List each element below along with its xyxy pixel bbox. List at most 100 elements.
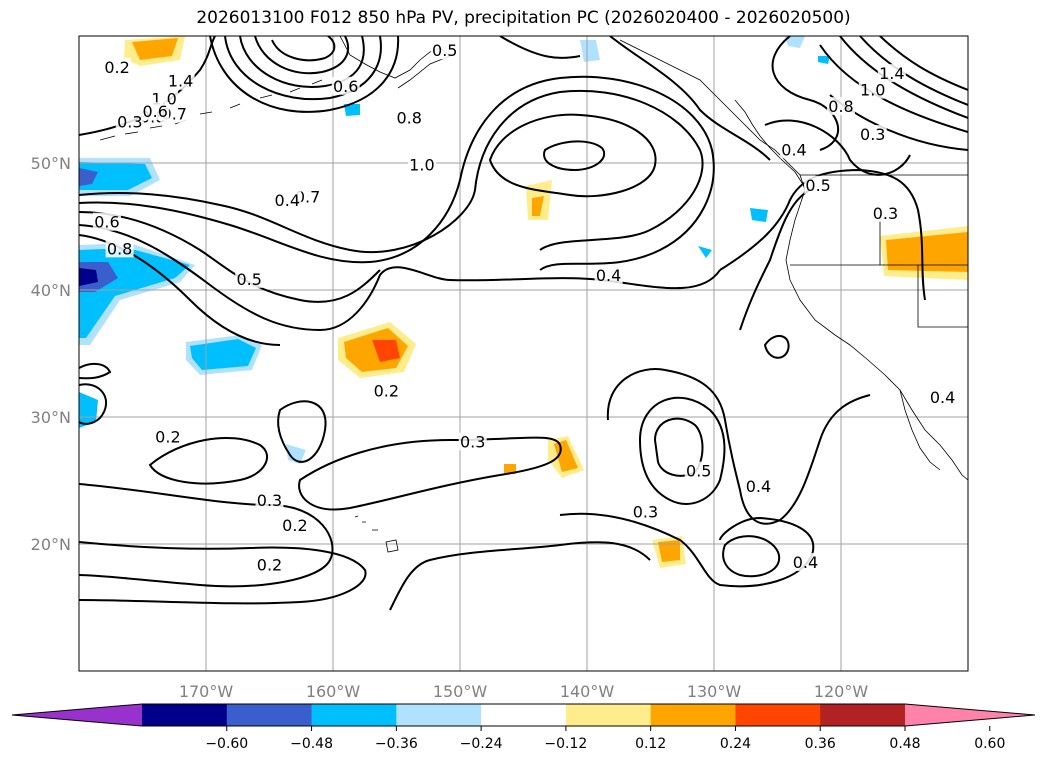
contour-label-backdrop [871, 203, 900, 222]
contour-label-backdrop [166, 71, 195, 90]
pv-contour [653, 417, 704, 477]
contour-label-backdrop [141, 102, 170, 121]
contour-label: 0.2 [257, 556, 282, 575]
colorbar-segment [481, 704, 567, 726]
contour-label-backdrop [331, 76, 360, 95]
pv-contour [148, 436, 269, 485]
contour-label-backdrop [273, 191, 302, 210]
pv-contour [239, 36, 365, 88]
contour-label: 0.6 [333, 77, 358, 96]
colorbar-tick-label: −0.36 [375, 736, 418, 752]
colorbar-tick-label: 0.12 [635, 736, 666, 752]
pv-contour [271, 36, 336, 62]
contour-label: 0.4 [275, 191, 300, 210]
longitude-labels: 170°W 160°W 150°W 140°W 130°W 120°W [179, 682, 869, 701]
contour-label: 0.4 [746, 477, 771, 496]
colorbar-tick-label: 0.48 [889, 736, 920, 752]
contour-label: 0.3 [873, 204, 898, 223]
precip-negative-area [750, 208, 768, 222]
colorbar: −0.60 −0.48 −0.36 −0.24 −0.12 0.12 0.24 0.36 0.4… [11, 703, 1036, 752]
contour-label: 0.3 [633, 502, 658, 521]
pv-contour [543, 140, 605, 172]
border-states [790, 215, 968, 328]
colorbar-tick-label: −0.48 [290, 736, 333, 752]
contour-label-backdrop [115, 112, 144, 131]
contour-label: 0.5 [236, 270, 261, 289]
pv-contour [79, 383, 107, 425]
pv-contour [638, 396, 726, 505]
pv-contour [79, 362, 112, 380]
precip-negative-area [79, 162, 152, 190]
precip-positive-area [886, 232, 968, 272]
contour-label: 0.2 [155, 427, 180, 446]
contour-label: 0.2 [374, 382, 399, 401]
pv-contour [763, 335, 790, 359]
precip-negative-area [785, 36, 805, 48]
contour-label-backdrop [92, 212, 121, 231]
colorbar-segment [735, 704, 821, 726]
precip-negative-area [698, 246, 712, 258]
precip-negative-area [344, 104, 360, 116]
contour-label: 0.3 [860, 125, 885, 144]
contour-label-backdrop [827, 97, 855, 116]
precip-positive-area [658, 540, 680, 562]
pv-contour [224, 36, 382, 101]
pv-contour [879, 36, 968, 91]
contour-label: 0.8 [828, 97, 853, 116]
longitude-tick-label: 140°W [560, 682, 615, 701]
pv-contour [722, 535, 781, 578]
contour-label: 0.3 [117, 112, 142, 131]
contour-label: 0.8 [107, 239, 132, 258]
colorbar-tick-label: 0.24 [720, 736, 751, 752]
colorbar-segment [650, 704, 736, 726]
contour-label: 0.2 [282, 516, 307, 535]
map-frame [78, 35, 969, 672]
precip-positive-area [132, 38, 178, 60]
contour-label-backdrop [235, 269, 264, 288]
colorbar-tick-label: 0.60 [974, 736, 1005, 752]
contour-label: 0.4 [793, 553, 818, 572]
contour-label: 1.0 [409, 156, 434, 175]
precip-positive-area [504, 464, 516, 474]
pv-contour [559, 512, 815, 588]
pv-contour [499, 36, 581, 59]
contour-label: 0.4 [930, 388, 955, 407]
map-title: 2026013100 F012 850 hPa PV, precipitatio… [196, 8, 851, 28]
pv-contour [609, 36, 771, 161]
contour-label-backdrop [255, 555, 284, 574]
contour-label-backdrop [105, 239, 134, 258]
contour-label-backdrop [153, 427, 182, 446]
coastline-alaska-panhandle [619, 39, 806, 206]
contour-label-backdrop [928, 387, 957, 406]
latitude-tick-label: 40°N [31, 281, 71, 300]
latitude-labels: 50°N 40°N 30°N 20°N [31, 154, 71, 554]
latitude-tick-label: 30°N [31, 408, 71, 427]
latitude-tick-label: 20°N [31, 535, 71, 554]
precip-negative-area [79, 168, 98, 186]
pv-contour [839, 36, 968, 119]
pv-contour [79, 541, 367, 605]
contour-label-backdrop [858, 80, 887, 99]
contour-label-backdrop [804, 175, 833, 194]
precip-negative-area [79, 392, 98, 428]
pv-contour [819, 44, 968, 133]
colorbar-tick-label: −0.12 [544, 736, 587, 752]
precip-fills [79, 36, 968, 568]
contour-label-backdrop [780, 140, 809, 159]
colorbar-segment [226, 704, 313, 726]
pv-contour [209, 36, 400, 113]
contour-label-backdrop [372, 381, 401, 400]
contour-label-backdrop [631, 502, 660, 521]
contour-label-backdrop [877, 64, 906, 83]
contour-label-backdrop [407, 155, 436, 174]
contour-label: 0.4 [596, 266, 621, 285]
pv-contour [488, 113, 657, 198]
contour-label-backdrop [280, 516, 309, 535]
contour-label-backdrop [858, 125, 887, 144]
colorbar-extend-high [905, 704, 1035, 726]
hawaii-islands [354, 515, 399, 553]
pv-contour [859, 36, 968, 106]
colorbar-tick-label: −0.24 [460, 736, 503, 752]
contour-labels: 1.41.00.80.70.20.30.60.50.60.81.00.70.40… [92, 41, 957, 575]
